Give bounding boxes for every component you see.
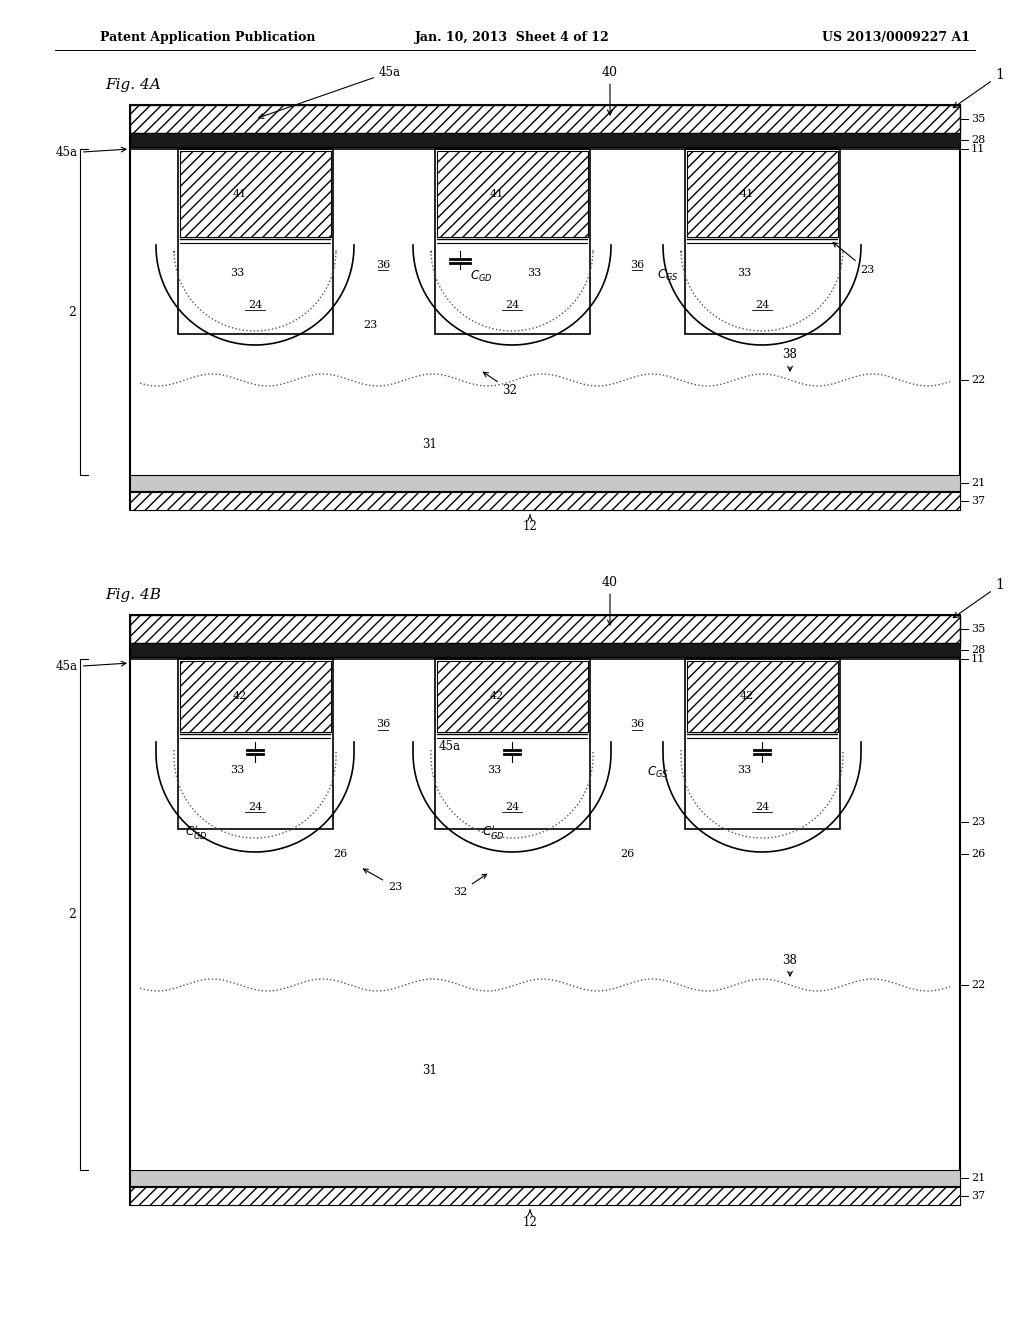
Text: 41: 41 <box>489 189 504 199</box>
Text: 1: 1 <box>953 69 1005 108</box>
Text: 45a: 45a <box>439 741 461 754</box>
Bar <box>685 659 840 829</box>
Text: 37: 37 <box>971 496 985 506</box>
Bar <box>687 150 838 238</box>
Text: 36: 36 <box>630 260 644 271</box>
Text: 28: 28 <box>971 135 985 145</box>
Text: 33: 33 <box>229 268 244 279</box>
Text: 36: 36 <box>376 719 390 729</box>
Bar <box>130 615 961 643</box>
Text: 24: 24 <box>755 300 769 310</box>
Bar <box>130 1187 961 1205</box>
Bar <box>178 659 333 829</box>
Text: 26: 26 <box>620 849 634 859</box>
Text: Fig. 4B: Fig. 4B <box>105 587 161 602</box>
Text: 32: 32 <box>483 372 517 396</box>
Bar <box>130 133 961 147</box>
Text: $C_{GD}'$: $C_{GD}'$ <box>482 822 505 841</box>
Text: 31: 31 <box>423 1064 437 1077</box>
Bar <box>687 661 838 733</box>
Text: 33: 33 <box>737 766 752 775</box>
Text: 28: 28 <box>971 645 985 655</box>
Bar <box>437 661 588 733</box>
Text: 24: 24 <box>755 803 769 812</box>
Text: 23: 23 <box>364 869 402 892</box>
Text: 41: 41 <box>232 189 247 199</box>
Text: 33: 33 <box>229 766 244 775</box>
Text: 2: 2 <box>68 908 76 920</box>
Text: 33: 33 <box>737 268 752 279</box>
Text: Fig. 4A: Fig. 4A <box>105 78 161 92</box>
Text: 24: 24 <box>505 803 519 812</box>
Text: 1: 1 <box>953 578 1005 618</box>
Text: 41: 41 <box>740 189 754 199</box>
Text: 33: 33 <box>486 766 501 775</box>
Bar <box>130 643 961 657</box>
Text: 22: 22 <box>971 979 985 990</box>
Bar <box>130 106 961 510</box>
Text: 23: 23 <box>971 817 985 828</box>
Text: 45a: 45a <box>259 66 401 119</box>
Text: 21: 21 <box>971 1173 985 1183</box>
Bar <box>180 661 331 733</box>
Text: 24: 24 <box>505 300 519 310</box>
Text: $C_{GS}$: $C_{GS}$ <box>657 268 679 282</box>
Text: 26: 26 <box>333 849 347 859</box>
Text: 12: 12 <box>522 515 538 533</box>
Text: $C_{GD}$: $C_{GD}$ <box>470 268 493 284</box>
Text: 36: 36 <box>376 260 390 271</box>
Text: 23: 23 <box>362 319 377 330</box>
Text: 33: 33 <box>527 268 541 279</box>
Text: 32: 32 <box>453 874 486 898</box>
Bar <box>130 1170 961 1185</box>
Text: 11: 11 <box>971 144 985 154</box>
Text: 23: 23 <box>834 243 874 275</box>
Bar <box>130 492 961 510</box>
Text: $C_{GD}'$: $C_{GD}'$ <box>185 822 208 841</box>
Text: 37: 37 <box>971 1191 985 1201</box>
Text: Patent Application Publication: Patent Application Publication <box>100 32 315 45</box>
Text: 12: 12 <box>522 1210 538 1229</box>
Text: 26: 26 <box>971 849 985 859</box>
Text: 35: 35 <box>971 114 985 124</box>
Bar <box>437 150 588 238</box>
Text: 38: 38 <box>782 953 798 975</box>
Bar <box>130 106 961 133</box>
Bar <box>435 659 590 829</box>
Text: 35: 35 <box>971 624 985 634</box>
Text: US 2013/0009227 A1: US 2013/0009227 A1 <box>822 32 970 45</box>
Text: 11: 11 <box>971 653 985 664</box>
Text: Jan. 10, 2013  Sheet 4 of 12: Jan. 10, 2013 Sheet 4 of 12 <box>415 32 609 45</box>
Bar <box>130 615 961 1205</box>
Text: 42: 42 <box>232 690 247 701</box>
Bar <box>178 149 333 334</box>
Text: 40: 40 <box>602 66 618 115</box>
Bar <box>435 149 590 334</box>
Text: 38: 38 <box>782 348 798 371</box>
Text: 42: 42 <box>740 690 754 701</box>
Text: 24: 24 <box>248 803 262 812</box>
Text: 45a: 45a <box>56 147 126 160</box>
Text: 21: 21 <box>971 478 985 488</box>
Bar <box>685 149 840 334</box>
Text: 2: 2 <box>68 305 76 318</box>
Text: 40: 40 <box>602 576 618 624</box>
Text: $C_{GS}$: $C_{GS}$ <box>647 764 669 780</box>
Text: 31: 31 <box>423 438 437 451</box>
Text: 42: 42 <box>489 690 504 701</box>
Text: 24: 24 <box>248 300 262 310</box>
Text: 36: 36 <box>630 719 644 729</box>
Bar <box>130 475 961 491</box>
Text: 22: 22 <box>971 375 985 385</box>
Text: 45a: 45a <box>56 660 126 673</box>
Bar <box>180 150 331 238</box>
